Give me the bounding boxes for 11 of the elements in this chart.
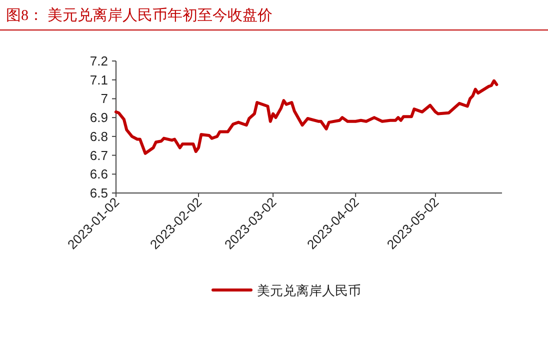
line-series xyxy=(114,79,498,155)
y-tick-label: 7.1 xyxy=(90,72,108,88)
y-tick-label: 7.2 xyxy=(90,54,108,68)
y-tick-label: 6.8 xyxy=(90,128,108,144)
y-tick-label: 6.9 xyxy=(90,110,108,126)
legend-label: 美元兑离岸人民币 xyxy=(257,283,361,298)
y-tick-label: 6.7 xyxy=(90,148,108,163)
chart-title: 图8： 美元兑离岸人民币年初至今收盘价 xyxy=(6,7,272,24)
y-tick-label: 6.6 xyxy=(90,166,108,182)
y-tick-label: 6.5 xyxy=(90,186,108,200)
y-tick-label: 7 xyxy=(100,91,108,106)
